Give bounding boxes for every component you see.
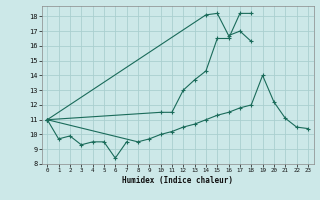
X-axis label: Humidex (Indice chaleur): Humidex (Indice chaleur) — [122, 176, 233, 185]
